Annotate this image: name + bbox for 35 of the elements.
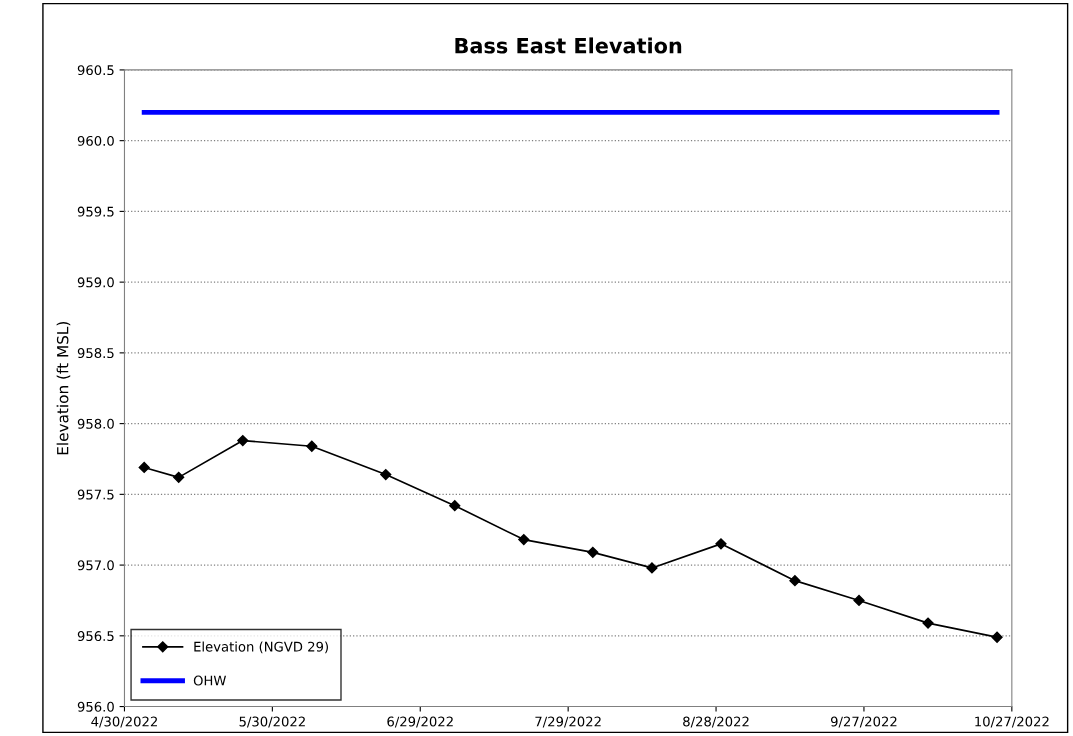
y-tick-label: 957.0 (77, 560, 114, 571)
y-tick-label: 960.0 (77, 135, 114, 146)
point (991, 631, 1003, 643)
legend-label: OHW (193, 675, 226, 686)
point (306, 440, 318, 452)
x-tick-label: 10/27/2022 (975, 716, 1049, 728)
point (587, 546, 599, 558)
y-tick-label: 959.0 (77, 277, 114, 288)
x-tick-label: 7/29/2022 (535, 716, 601, 728)
y-tick-label: 956.0 (77, 701, 114, 712)
y-tick-label: 956.5 (77, 631, 114, 642)
y-tick-label: 960.5 (77, 65, 114, 76)
point (518, 534, 530, 546)
point (380, 468, 392, 481)
legend-label: Elevation (NGVD 29) (194, 641, 328, 654)
y-tick-label: 959.5 (77, 206, 114, 217)
point (853, 594, 865, 607)
point (789, 575, 801, 587)
y-axis-title: Elevation (ft MSL) (56, 322, 71, 455)
point (922, 617, 934, 629)
y-tick-label: 958.5 (77, 348, 114, 359)
x-tick-label: 4/30/2022 (91, 716, 157, 728)
x-tick-label: 8/28/2022 (683, 716, 749, 728)
y-tick-label: 958.0 (77, 418, 114, 429)
y-tick-label: 957.5 (77, 489, 114, 500)
x-tick-label: 9/27/2022 (830, 716, 897, 728)
point (138, 461, 150, 474)
x-tick-label: 6/29/2022 (387, 716, 453, 728)
point (237, 434, 249, 447)
point (449, 500, 461, 512)
chart-title: Bass East Elevation (455, 37, 682, 54)
point (646, 562, 658, 574)
point (173, 471, 185, 483)
x-tick-label: 5/30/2022 (239, 716, 305, 728)
point (715, 538, 727, 550)
